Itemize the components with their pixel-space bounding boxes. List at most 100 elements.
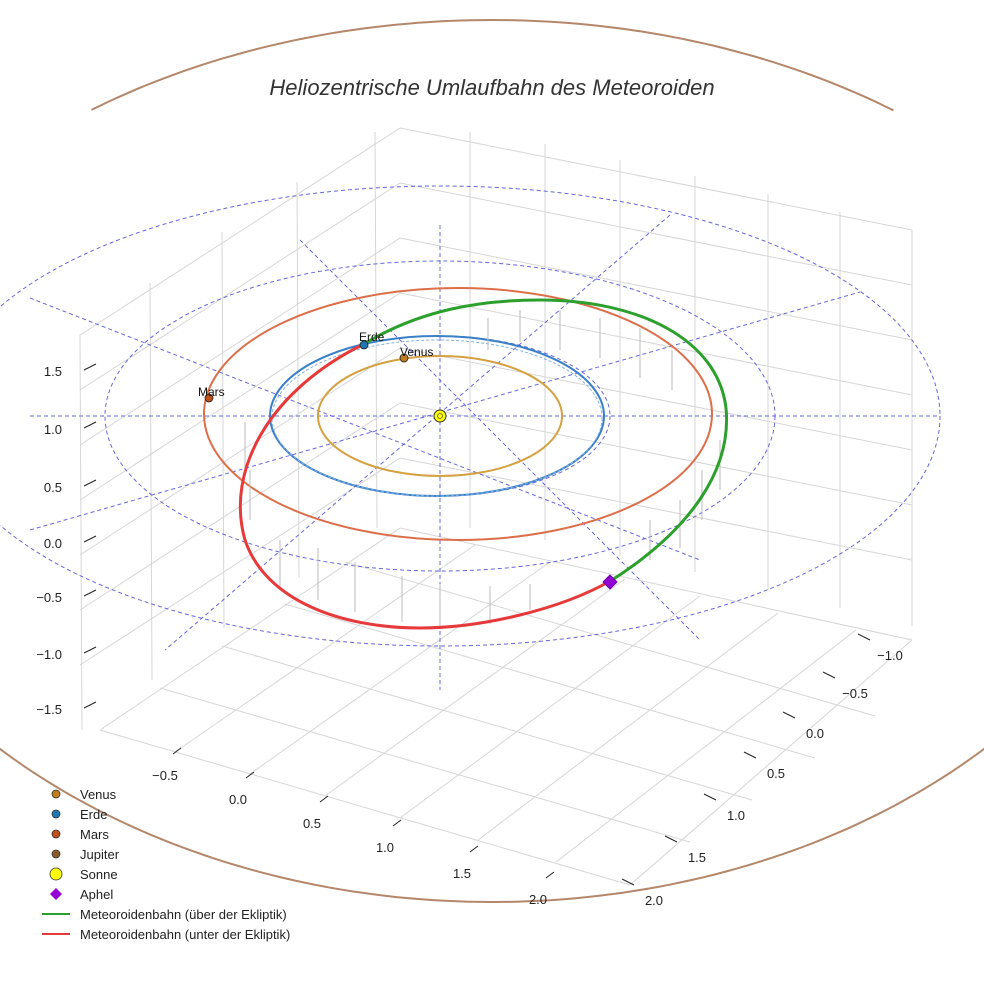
z-tick-mark-4 bbox=[83, 589, 97, 597]
tick-layer: 1.5 1.0 0.5 0.0 −0.5 −1.0 −1.5 −0.5 0.0 0.5 1.0 1.5… bbox=[36, 363, 903, 908]
grid-line-floor-a-6 bbox=[555, 629, 857, 863]
mars-position-label: Mars bbox=[198, 385, 225, 399]
grid-line-floor-b-5 bbox=[399, 527, 913, 641]
legend-item-7-label: Meteoroidenbahn (unter der Ekliptik) bbox=[80, 927, 290, 942]
grid-line-floor-a-1 bbox=[174, 544, 476, 753]
legend-item-4-label: Sonne bbox=[80, 867, 118, 882]
grid-line-right-h-6 bbox=[399, 457, 913, 561]
ecliptic-ref-radial-5 bbox=[299, 239, 701, 641]
y-tick-mark-3 bbox=[743, 751, 757, 759]
jupiter-orbit-top-arc bbox=[90, 18, 894, 112]
grid-line-left-h-6 bbox=[79, 457, 401, 666]
y-tick-label-6: 2.0 bbox=[645, 893, 663, 908]
x-tick-label-5: 2.0 bbox=[529, 892, 547, 907]
grid-line-floor-b-0 bbox=[99, 729, 631, 886]
z-tick-mark-0 bbox=[83, 363, 97, 371]
grid-line-left-h-1 bbox=[79, 182, 401, 391]
z-tick-label-2: 0.5 bbox=[44, 480, 62, 495]
grid-line-right-h-0 bbox=[399, 127, 913, 231]
grid-layer bbox=[79, 127, 913, 886]
ecliptic-ref-radial-4 bbox=[29, 291, 861, 531]
grid-line-floor-b-1 bbox=[159, 687, 691, 843]
grid-line-floor-a-0 bbox=[99, 527, 401, 731]
grid-line-left-pane-0 bbox=[79, 334, 83, 731]
grid-line-left-pane-3 bbox=[296, 181, 300, 579]
meteoroid-orbit-below bbox=[238, 342, 613, 630]
venus-orbit bbox=[317, 355, 563, 477]
grid-line-floor-b-3 bbox=[284, 603, 816, 759]
grid-line-floor-a-3 bbox=[324, 578, 626, 797]
x-tick-label-2: 0.5 bbox=[303, 816, 321, 831]
legend-item-5-marker bbox=[50, 888, 62, 900]
z-tick-mark-3 bbox=[83, 535, 97, 543]
x-tick-mark-4 bbox=[469, 845, 479, 853]
earth-orbit-shadow bbox=[271, 339, 603, 497]
grid-line-floor-a-4 bbox=[399, 595, 701, 819]
z-tick-label-5: −1.0 bbox=[36, 647, 62, 662]
y-tick-label-5: 1.5 bbox=[688, 850, 706, 865]
z-tick-label-3: 0.0 bbox=[44, 536, 62, 551]
grid-line-left-h-2 bbox=[79, 237, 401, 446]
y-tick-label-3: 0.5 bbox=[767, 766, 785, 781]
x-tick-mark-3 bbox=[392, 819, 402, 827]
y-tick-mark-1 bbox=[822, 671, 836, 679]
grid-line-left-h-3 bbox=[79, 292, 401, 501]
legend-item-1-marker bbox=[51, 809, 61, 819]
legend-item-2-label: Mars bbox=[80, 827, 109, 842]
aphel-marker bbox=[602, 574, 618, 590]
legend-item-0-label: Venus bbox=[80, 787, 117, 802]
mars-orbit bbox=[203, 287, 713, 541]
grid-line-floor-a-2 bbox=[249, 561, 551, 775]
x-tick-label-3: 1.0 bbox=[376, 840, 394, 855]
grid-line-right-h-4 bbox=[399, 347, 913, 451]
grid-line-left-pane-2 bbox=[221, 231, 225, 629]
mars-position-marker bbox=[204, 393, 214, 403]
y-tick-mark-0 bbox=[857, 633, 871, 641]
z-tick-mark-6 bbox=[83, 701, 97, 709]
grid-line-right-h-2 bbox=[399, 237, 913, 341]
grid-line-floor-a-5 bbox=[477, 612, 779, 841]
ecliptic-ref-circle-outer bbox=[0, 185, 941, 647]
legend: Venus Erde Mars Jupiter Sonne Aphel Meteoroide… bbox=[42, 787, 290, 942]
ecliptic-ref-radial-3 bbox=[164, 214, 671, 651]
grid-line-left-pane-4 bbox=[374, 131, 378, 529]
z-tick-label-0: 1.5 bbox=[44, 364, 62, 379]
y-tick-label-4: 1.0 bbox=[727, 808, 745, 823]
x-tick-mark-2 bbox=[319, 795, 329, 803]
meteoroid-orbit-above bbox=[363, 298, 729, 582]
z-tick-label-4: −0.5 bbox=[36, 590, 62, 605]
erde-position-label: Erde bbox=[359, 330, 385, 344]
jupiter-orbit-bottom-arc bbox=[0, 747, 984, 904]
x-tick-label-1: 0.0 bbox=[229, 792, 247, 807]
x-tick-mark-5 bbox=[545, 871, 555, 879]
y-tick-mark-2 bbox=[782, 711, 796, 719]
y-tick-label-2: 0.0 bbox=[806, 726, 824, 741]
venus-position-label: Venus bbox=[400, 345, 433, 359]
grid-line-right-h-5 bbox=[399, 402, 913, 506]
grid-line-floor-b-4 bbox=[344, 561, 876, 717]
legend-item-5-label: Aphel bbox=[80, 887, 113, 902]
legend-item-6-label: Meteoroidenbahn (über der Ekliptik) bbox=[80, 907, 287, 922]
z-tick-mark-2 bbox=[83, 479, 97, 487]
grid-line-left-h-4 bbox=[79, 347, 401, 556]
sun-marker bbox=[433, 409, 447, 423]
legend-item-0-marker bbox=[51, 789, 61, 799]
y-tick-mark-4 bbox=[703, 793, 717, 801]
legend-item-2-marker bbox=[51, 829, 61, 839]
grid-line-left-pane-1 bbox=[149, 282, 153, 681]
grid-line-right-h-3 bbox=[399, 292, 913, 396]
y-tick-mark-6 bbox=[621, 878, 635, 886]
z-tick-label-1: 1.0 bbox=[44, 422, 62, 437]
grid-line-floor-a-7 bbox=[629, 639, 913, 886]
orbit-layer: Venus Erde Mars bbox=[0, 18, 984, 904]
legend-item-4-marker bbox=[49, 867, 63, 881]
chart-title: Heliozentrische Umlaufbahn des Meteoroid… bbox=[269, 75, 714, 100]
ecliptic-ref-radial-2 bbox=[29, 297, 701, 561]
y-tick-label-0: −1.0 bbox=[877, 648, 903, 663]
x-tick-label-0: −0.5 bbox=[152, 768, 178, 783]
grid-line-right-h-1 bbox=[399, 182, 913, 286]
erde-position-marker bbox=[359, 340, 369, 350]
venus-position-marker bbox=[399, 353, 409, 363]
ecliptic-ref-circle-inner bbox=[269, 335, 611, 497]
